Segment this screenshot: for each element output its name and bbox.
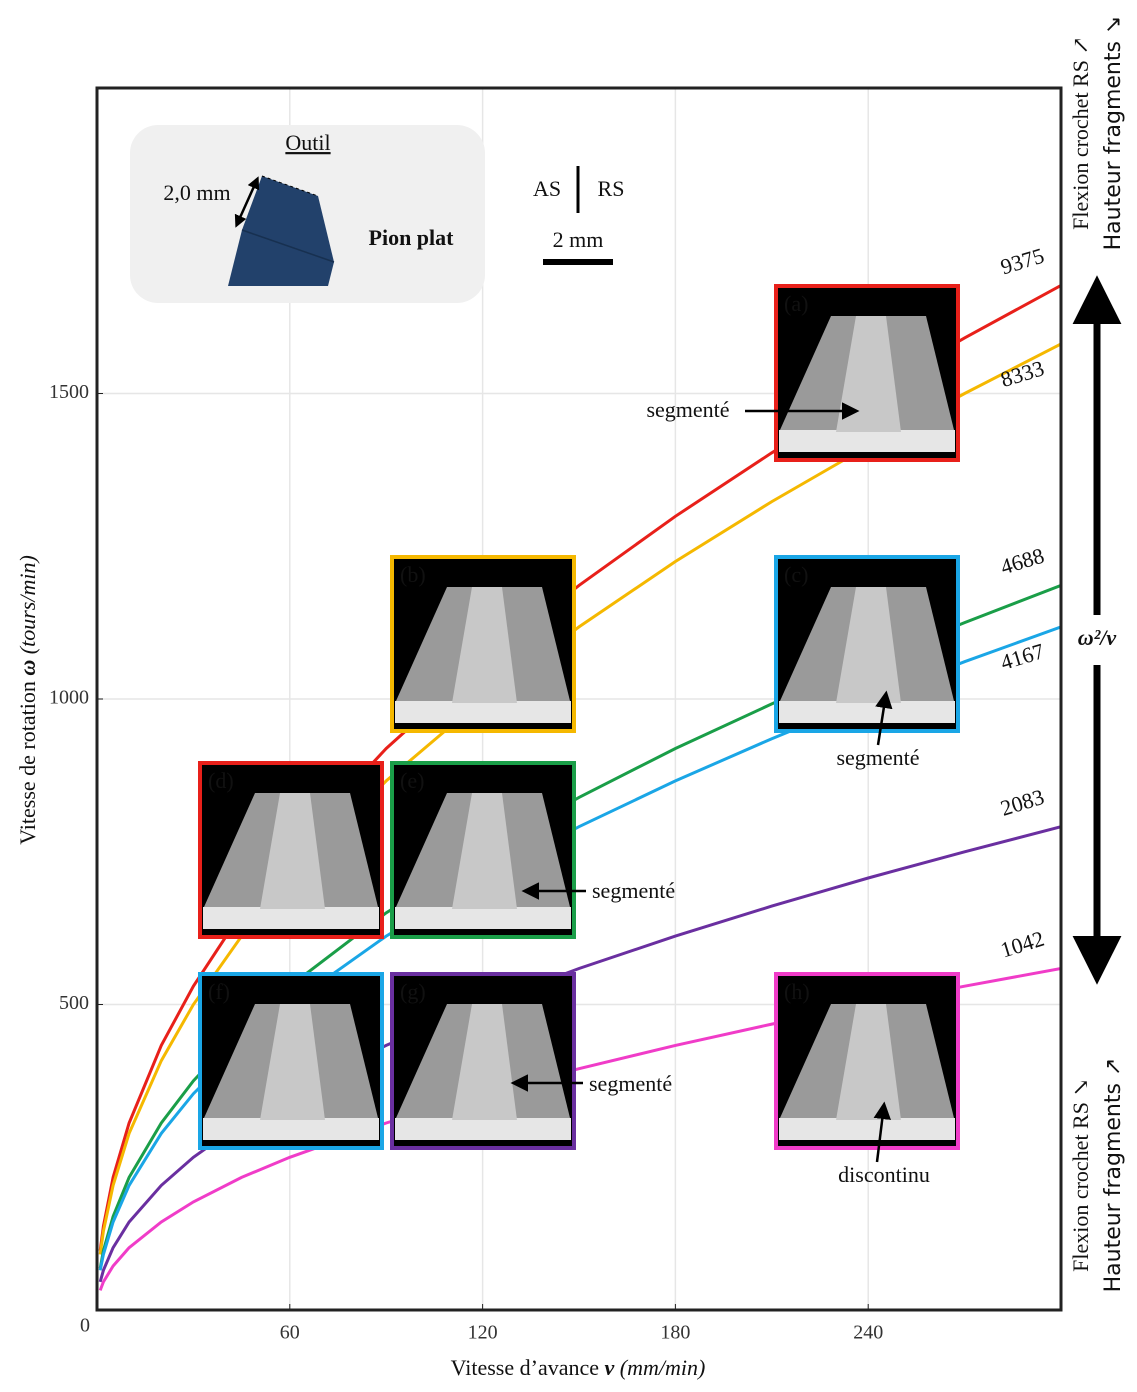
series-label: 2083 xyxy=(998,784,1047,821)
panel-base xyxy=(395,701,571,723)
x-axis-label: Vitesse d’avance ν (mm/min) xyxy=(451,1355,706,1380)
x-tick-label: 180 xyxy=(660,1322,690,1344)
panel-base xyxy=(779,1118,955,1140)
panel-base xyxy=(779,701,955,723)
panel-weld xyxy=(452,1004,517,1120)
trend-top: Hauteur fragments ↘ xyxy=(1101,16,1126,251)
panel-weld xyxy=(836,587,901,703)
panel-label: (f) xyxy=(208,979,230,1004)
series-label: 8333 xyxy=(998,355,1047,392)
series-label: 1042 xyxy=(998,926,1047,963)
panel-label: (h) xyxy=(784,979,810,1004)
scale-as: AS xyxy=(533,176,561,201)
annotation: segmenté xyxy=(836,745,919,770)
panel-label: (g) xyxy=(400,979,426,1004)
scale-length: 2 mm xyxy=(553,227,604,252)
series-label: 4167 xyxy=(998,638,1047,675)
annotation: discontinu xyxy=(838,1162,930,1187)
annotation-arrow xyxy=(873,1101,891,1163)
panel-base xyxy=(203,907,379,929)
panel-label: (b) xyxy=(400,562,426,587)
series-label: 9375 xyxy=(998,243,1047,280)
x-tick-label: 0 xyxy=(80,1315,90,1337)
annotation: segmenté xyxy=(646,397,729,422)
x-tick-label: 120 xyxy=(468,1322,498,1344)
panel-label: (a) xyxy=(784,291,808,316)
trend-label-bg xyxy=(1075,615,1120,665)
panel-weld xyxy=(452,587,517,703)
y-tick-label: 1500 xyxy=(49,381,89,403)
trend-label: ω²/ν xyxy=(1078,625,1117,650)
tool-dash xyxy=(261,175,319,197)
panel-label: (d) xyxy=(208,768,234,793)
scale-rs: RS xyxy=(598,176,625,201)
tool-dimension: 2,0 mm xyxy=(163,180,230,205)
panel-weld xyxy=(260,1004,325,1120)
panel-base xyxy=(395,907,571,929)
panel-label: (c) xyxy=(784,562,808,587)
annotation: segmenté xyxy=(589,1071,672,1096)
panel-base xyxy=(779,430,955,452)
trend-top: Flexion crochet RS ↗ xyxy=(1068,36,1093,230)
panel-weld xyxy=(836,1004,901,1120)
y-tick-label: 500 xyxy=(59,992,89,1014)
overlays: (a) segmenté (b) (c) segmenté (d) (e) segmenté (… xyxy=(198,284,960,1187)
panel-base xyxy=(395,1118,571,1140)
panel-weld xyxy=(260,793,325,909)
panel-label: (e) xyxy=(400,768,424,793)
y-axis-label: Vitesse de rotation ω (tours/min) xyxy=(15,555,40,845)
tool-dim-arrow xyxy=(234,176,260,228)
trend-bottom: Flexion crochet RS ↘ xyxy=(1068,1078,1093,1272)
panel-base xyxy=(203,1118,379,1140)
y-tick-label: 1000 xyxy=(49,687,89,709)
x-tick-label: 60 xyxy=(280,1322,300,1344)
tool-edge xyxy=(241,229,335,263)
trend-bottom: Hauteur fragments ↗ xyxy=(1101,1058,1126,1293)
annotation-arrow xyxy=(875,690,893,746)
x-tick-label: 240 xyxy=(853,1322,883,1344)
annotation: segmenté xyxy=(592,878,675,903)
tool-name: Pion plat xyxy=(369,225,455,250)
tool-title: Outil xyxy=(285,130,330,155)
panel-weld xyxy=(452,793,517,909)
series-label: 4688 xyxy=(998,543,1047,580)
